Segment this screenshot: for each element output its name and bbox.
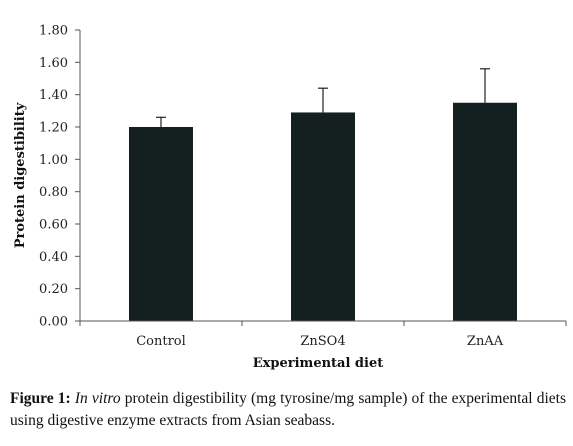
figure-caption: Figure 1: In vitro protein digestibility… <box>10 388 566 432</box>
caption-text: protein digestibility (mg tyrosine/mg sa… <box>10 390 566 429</box>
y-tick-label: 0.00 <box>39 315 68 330</box>
y-axis-title: Protein digestibility <box>13 102 28 248</box>
bars <box>129 68 517 321</box>
bar-znso4 <box>291 112 355 321</box>
x-tick-label: ZnAA <box>467 334 504 349</box>
y-tick-label: 1.00 <box>39 153 68 168</box>
y-tick-label: 1.20 <box>39 121 68 136</box>
y-tick-label: 1.60 <box>39 56 68 71</box>
x-tick-label: Control <box>136 334 186 349</box>
y-tick-label: 0.80 <box>39 185 68 200</box>
x-tick-label: ZnSO4 <box>300 334 345 349</box>
bar-control <box>129 127 193 321</box>
bar-znaa <box>453 102 517 321</box>
y-tick-label: 0.40 <box>39 250 68 265</box>
chart: 0.00 0.20 0.40 0.60 0.80 1.00 1.20 1.40 1.60 1.80… <box>13 24 567 371</box>
y-tick-label: 0.20 <box>39 282 68 297</box>
y-tick-label: 1.80 <box>39 24 68 39</box>
y-tick-label: 0.60 <box>39 218 68 233</box>
caption-italic: In vitro <box>74 390 121 407</box>
y-tick-label: 1.40 <box>39 88 68 103</box>
x-axis-title: Experimental diet <box>253 356 383 371</box>
caption-label: Figure 1: <box>10 390 71 407</box>
y-axis-ticks: 0.00 0.20 0.40 0.60 0.80 1.00 1.20 1.40 1.60 1.80 <box>39 24 80 330</box>
x-axis-ticks: Control ZnSO4 ZnAA <box>79 321 567 349</box>
